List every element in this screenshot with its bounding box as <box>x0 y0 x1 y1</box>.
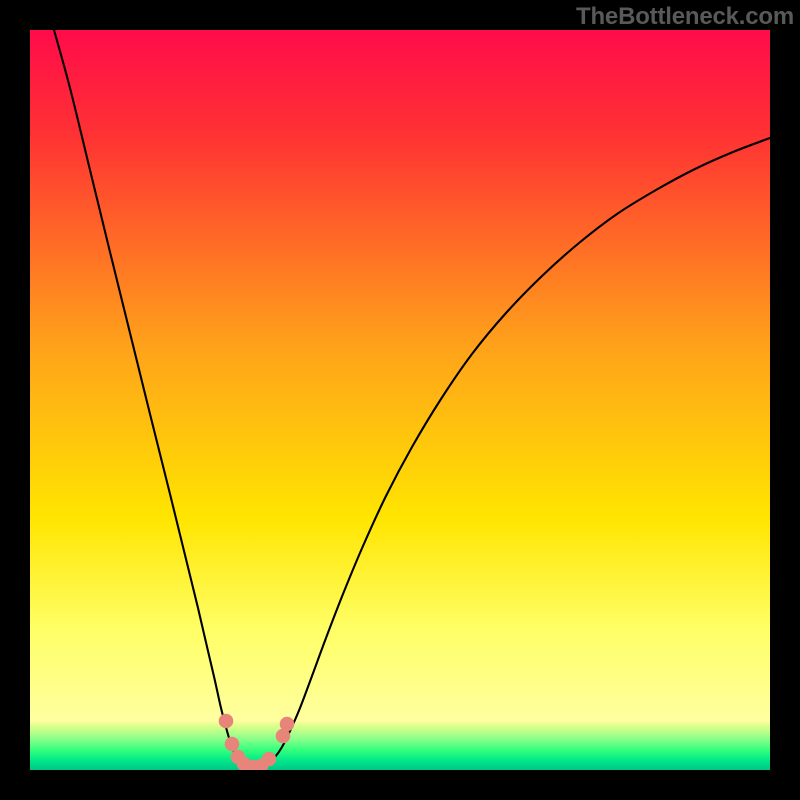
dip-marker <box>225 737 240 752</box>
dip-marker <box>219 714 234 729</box>
watermark-label: TheBottleneck.com <box>576 3 794 31</box>
chart-frame: TheBottleneck.com <box>0 0 800 800</box>
bottleneck-chart <box>0 0 800 800</box>
chart-plot-background <box>30 30 770 770</box>
dip-marker <box>262 752 277 767</box>
dip-marker <box>280 717 295 732</box>
